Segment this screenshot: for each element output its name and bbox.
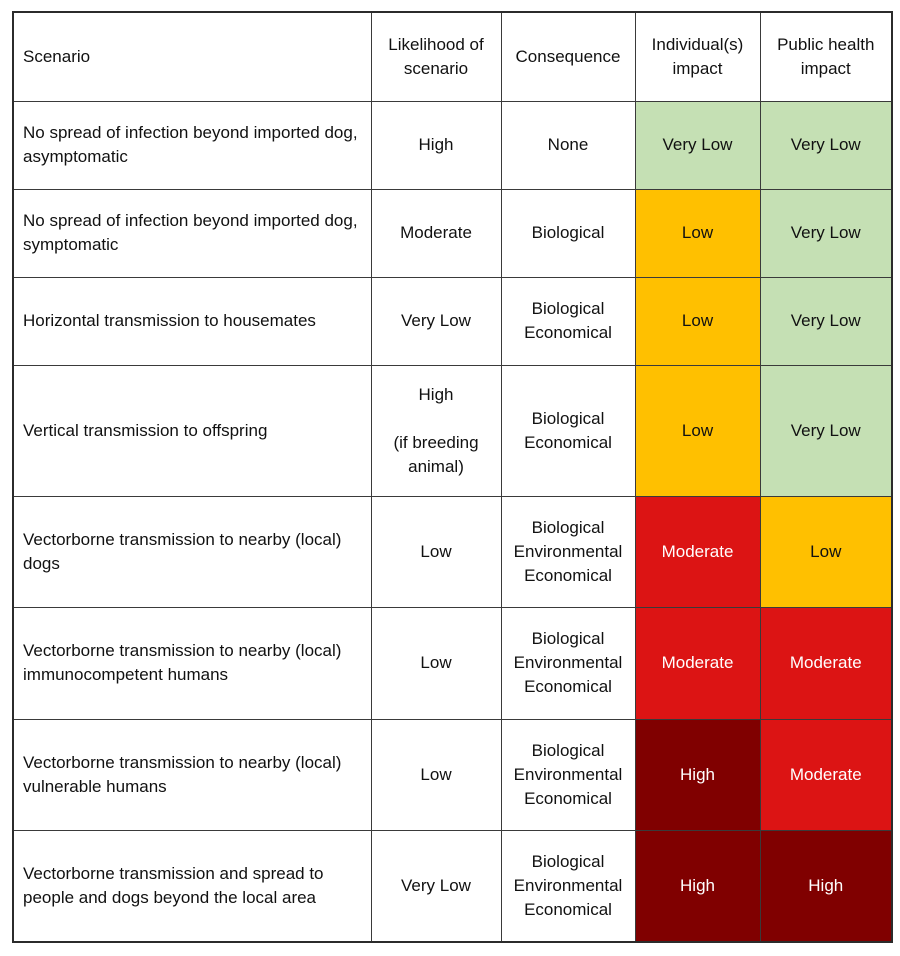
public-health-impact-cell: Low [759,495,893,608]
likelihood-cell: Low [370,606,502,720]
header-likelihood: Likelihood of scenario [370,11,502,102]
individual-impact-cell: Low [634,364,761,497]
header-scenario: Scenario [12,11,372,102]
table-row: Vertical transmission to offspring High … [12,364,893,497]
scenario-cell: Vectorborne transmission to nearby (loca… [12,718,372,831]
public-health-impact-cell: Moderate [759,606,893,720]
likelihood-cell: Moderate [370,188,502,278]
consequence-cell: Biological Economical [500,276,636,366]
public-health-impact-cell: Very Low [759,100,893,190]
scenario-cell: Vectorborne transmission and spread to p… [12,829,372,943]
scenario-cell: Vectorborne transmission to nearby (loca… [12,495,372,608]
individual-impact-cell: Low [634,188,761,278]
header-individual-impact: Individual(s) impact [634,11,761,102]
consequence-cell: Biological Environmental Economical [500,495,636,608]
likelihood-cell: Low [370,718,502,831]
individual-impact-cell: High [634,718,761,831]
individual-impact-cell: Low [634,276,761,366]
likelihood-cell: High (if breeding animal) [370,364,502,497]
table-row: Vectorborne transmission to nearby (loca… [12,495,893,608]
consequence-cell: Biological [500,188,636,278]
public-health-impact-cell: High [759,829,893,943]
public-health-impact-cell: Moderate [759,718,893,831]
individual-impact-cell: Moderate [634,495,761,608]
risk-assessment-table: Scenario Likelihood of scenario Conseque… [12,11,893,943]
header-row: Scenario Likelihood of scenario Conseque… [12,11,893,102]
consequence-cell: Biological Environmental Economical [500,829,636,943]
table-row: No spread of infection beyond imported d… [12,100,893,190]
header-public-health-impact: Public health impact [759,11,893,102]
table-row: Horizontal transmission to housemates Ve… [12,276,893,366]
consequence-cell: Biological Economical [500,364,636,497]
consequence-cell: Biological Environmental Economical [500,718,636,831]
consequence-cell: None [500,100,636,190]
scenario-cell: Horizontal transmission to housemates [12,276,372,366]
likelihood-cell: High [370,100,502,190]
table-row: Vectorborne transmission to nearby (loca… [12,718,893,831]
scenario-cell: Vectorborne transmission to nearby (loca… [12,606,372,720]
scenario-cell: No spread of infection beyond imported d… [12,188,372,278]
likelihood-cell: Very Low [370,276,502,366]
scenario-cell: Vertical transmission to offspring [12,364,372,497]
individual-impact-cell: High [634,829,761,943]
public-health-impact-cell: Very Low [759,364,893,497]
table-row: Vectorborne transmission to nearby (loca… [12,606,893,720]
header-consequence: Consequence [500,11,636,102]
individual-impact-cell: Very Low [634,100,761,190]
scenario-cell: No spread of infection beyond imported d… [12,100,372,190]
public-health-impact-cell: Very Low [759,188,893,278]
individual-impact-cell: Moderate [634,606,761,720]
public-health-impact-cell: Very Low [759,276,893,366]
table-row: No spread of infection beyond imported d… [12,188,893,278]
likelihood-cell: Very Low [370,829,502,943]
consequence-cell: Biological Environmental Economical [500,606,636,720]
table-row: Vectorborne transmission and spread to p… [12,829,893,943]
likelihood-cell: Low [370,495,502,608]
